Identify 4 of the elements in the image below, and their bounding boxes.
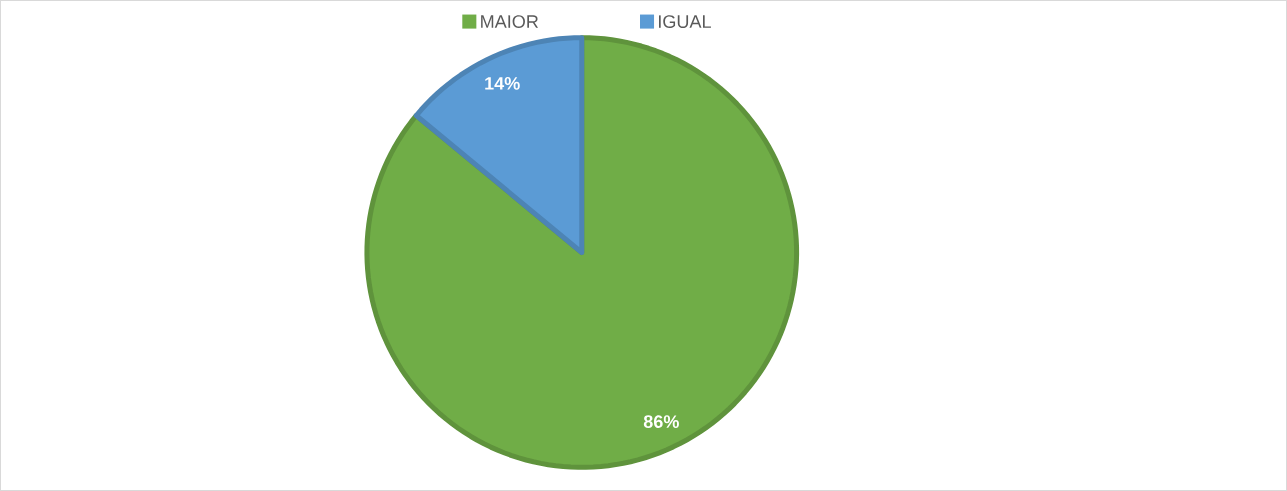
legend-label: MAIOR [481,15,539,29]
legend-label: IGUAL [658,15,711,29]
data-label: 14% [485,77,520,90]
data-label: 86% [643,415,679,429]
